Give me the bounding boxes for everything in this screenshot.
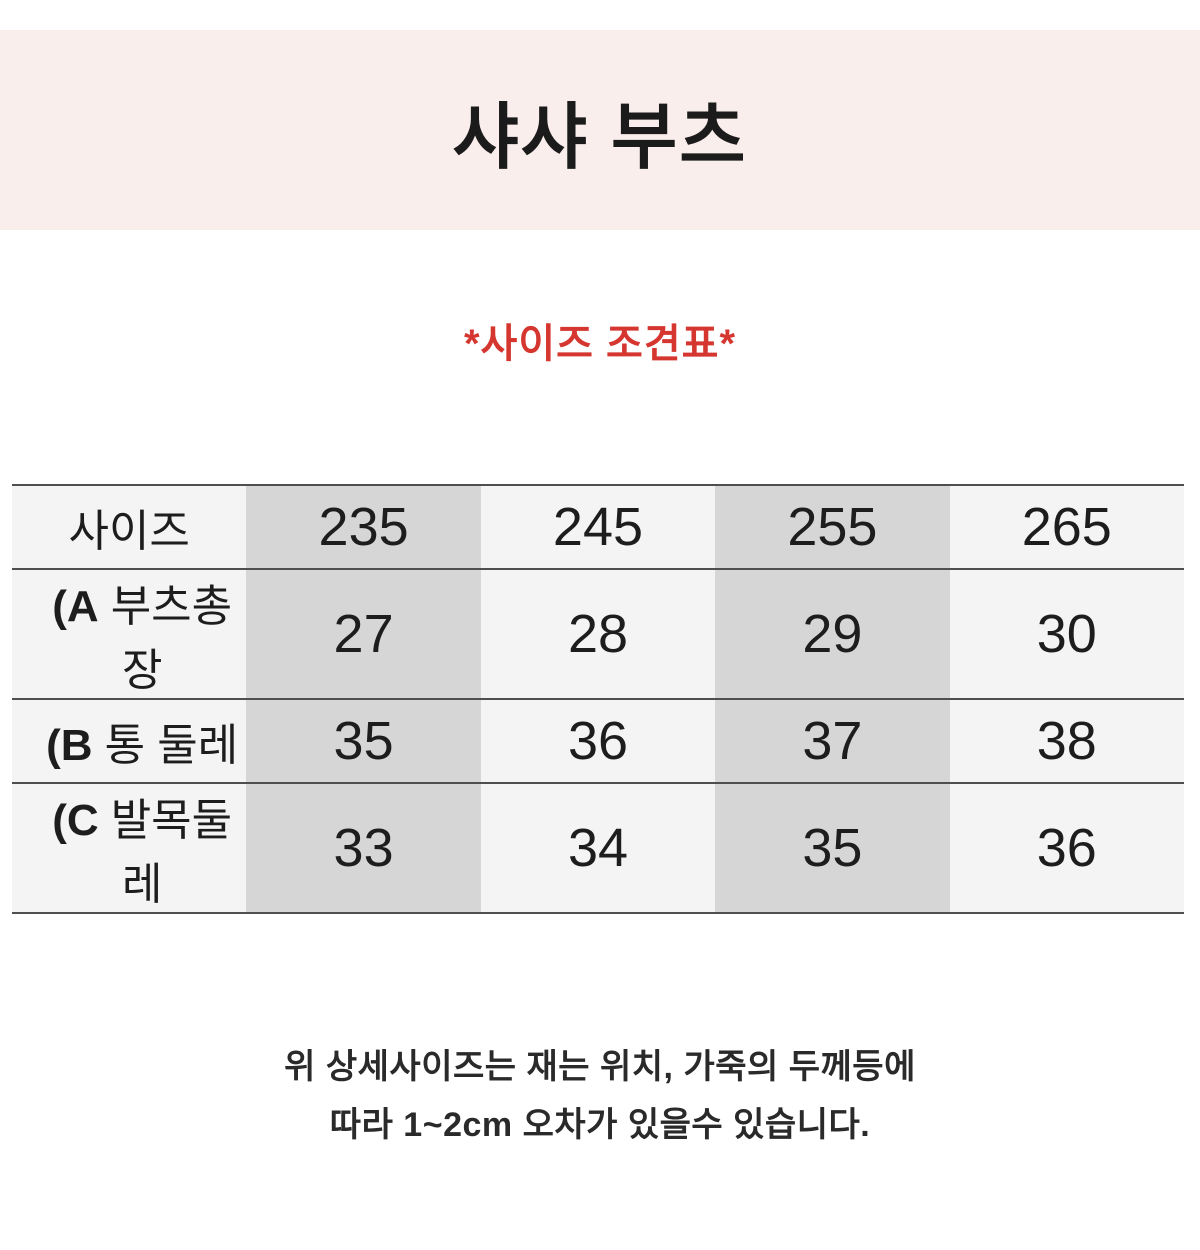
column-header-235: 235 — [246, 485, 481, 569]
column-header-size: 사이즈 — [12, 485, 247, 569]
size-disclaimer-line2: 따라 1~2cm 오차가 있을수 있습니다. — [329, 1106, 871, 1144]
value-cell: 35 — [715, 783, 950, 913]
header-band: 샤샤 부츠 — [0, 30, 1200, 230]
row-label-name: 발목둘레 — [110, 796, 233, 909]
value-cell: 37 — [715, 699, 950, 783]
table-row-ankle-circumference: (C 발목둘레 33 34 35 36 — [12, 783, 1184, 913]
value-cell: 28 — [480, 569, 716, 699]
value-cell: 34 — [480, 783, 716, 913]
table-row-shaft-circumference: (B 통 둘레 35 36 37 38 — [12, 699, 1184, 783]
column-header-245: 245 — [480, 485, 716, 569]
size-table: 사이즈 235 245 255 265 (A 부츠총장 27 28 29 30 (… — [12, 484, 1184, 914]
size-disclaimer: 위 상세사이즈는 재는 위치, 가죽의 두께등에 따라 1~2cm 오차가 있을… — [0, 1038, 1200, 1154]
value-cell: 27 — [246, 569, 481, 699]
value-cell: 36 — [949, 783, 1184, 913]
value-cell: 29 — [715, 569, 950, 699]
row-label-prefix: (B — [46, 721, 93, 770]
value-cell: 33 — [246, 783, 481, 913]
row-label-boot-length: (A 부츠총장 — [12, 569, 247, 699]
value-cell: 35 — [246, 699, 481, 783]
value-cell: 36 — [480, 699, 716, 783]
value-cell: 30 — [949, 569, 1184, 699]
row-label-prefix: (A — [52, 582, 99, 631]
table-header-row: 사이즈 235 245 255 265 — [12, 485, 1184, 569]
top-white-strip — [0, 0, 1200, 30]
row-label-name: 통 둘레 — [104, 721, 239, 770]
row-label-name: 부츠총장 — [110, 582, 233, 695]
column-header-255: 255 — [715, 485, 950, 569]
row-label-prefix: (C — [52, 796, 99, 845]
size-chart-subtitle: *사이즈 조견표* — [463, 322, 737, 366]
size-disclaimer-line1: 위 상세사이즈는 재는 위치, 가죽의 두께등에 — [284, 1048, 916, 1086]
row-label-shaft-circumference: (B 통 둘레 — [12, 699, 247, 783]
page-title: 샤샤 부츠 — [452, 97, 748, 178]
table-row-boot-length: (A 부츠총장 27 28 29 30 — [12, 569, 1184, 699]
column-header-265: 265 — [949, 485, 1184, 569]
value-cell: 38 — [949, 699, 1184, 783]
row-label-ankle-circumference: (C 발목둘레 — [12, 783, 247, 913]
